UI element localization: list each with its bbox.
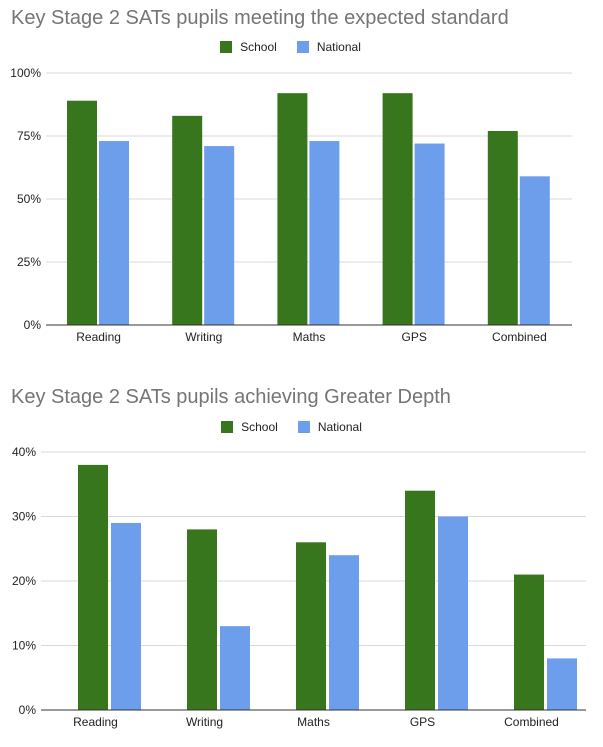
bar-national-combined [547,658,577,710]
legend-swatch-national [296,41,309,53]
legend-label-national: National [316,40,361,54]
y-tick-label: 40% [12,445,36,459]
bar-national-reading [99,141,129,325]
x-tick-label: Writing [186,715,223,729]
bar-school-combined [487,130,518,325]
expected-standard-chart: Key Stage 2 SATs pupils meeting the expe… [0,7,592,344]
bar-school-writing [187,529,217,710]
legend-label-school: School [241,420,278,434]
y-tick-label: 100% [10,66,41,80]
bar-school-writing [172,115,203,325]
chart-title: Key Stage 2 SATs pupils achieving Greate… [11,386,451,408]
bar-national-maths [329,555,359,710]
legend-label-national: National [317,420,362,434]
bar-national-reading [111,522,141,710]
chart-legend: School National [0,40,592,54]
y-tick-label: 30% [12,510,36,524]
chart-plot: 0% 25% 50% 75% 100% Reading Writing Maths GPS Com… [10,66,572,344]
bar-school-reading [78,464,108,710]
bar-national-combined [519,176,550,325]
y-tick-label: 20% [12,574,36,588]
chart-plot: 0% 10% 20% 30% 40% Reading Writing Maths GPS Comb… [12,445,586,729]
legend-item-school: School [220,40,277,54]
y-tick-label: 0% [19,703,37,717]
y-tick-label: 75% [17,129,41,143]
x-tick-label: GPS [410,715,435,729]
bar-school-gps [405,490,435,710]
bar-school-reading [67,100,97,325]
legend-item-school: School [221,420,278,434]
bar-national-writing [204,146,235,325]
y-tick-label: 25% [17,255,41,269]
x-tick-label: Writing [185,330,222,344]
legend-swatch-national [297,421,310,433]
bar-school-gps [382,93,413,325]
bar-school-combined [514,574,544,710]
x-tick-label: GPS [402,330,427,344]
bar-school-maths [296,542,326,710]
y-tick-label: 50% [17,192,41,206]
legend-swatch-school [221,421,234,433]
x-tick-label: Maths [293,330,326,344]
legend-item-national: National [297,420,362,434]
x-tick-label: Reading [73,715,118,729]
bar-national-gps [438,516,468,710]
legend-swatch-school [220,41,233,53]
bar-national-writing [220,626,250,710]
chart-title: Key Stage 2 SATs pupils meeting the expe… [11,7,509,29]
x-tick-label: Combined [492,330,547,344]
x-tick-label: Combined [504,715,559,729]
greater-depth-chart: Key Stage 2 SATs pupils achieving Greate… [0,380,603,747]
chart-legend: School National [0,420,593,434]
legend-item-national: National [296,40,361,54]
legend-label-school: School [240,40,277,54]
y-tick-label: 0% [24,318,42,332]
x-tick-label: Reading [76,330,121,344]
x-tick-label: Maths [297,715,330,729]
bar-national-gps [414,143,445,325]
bar-national-maths [309,141,340,325]
y-tick-label: 10% [12,639,36,653]
bar-school-maths [277,93,308,325]
